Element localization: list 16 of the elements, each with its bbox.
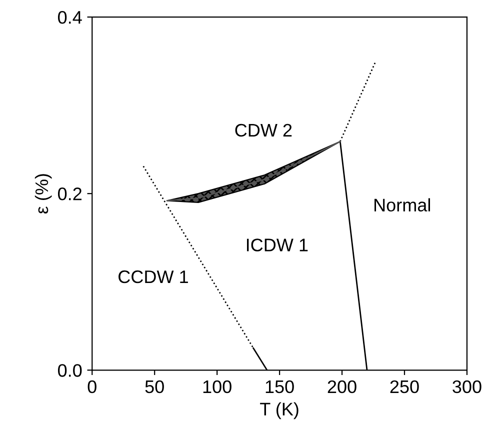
x-tick-label: 250 <box>390 380 419 394</box>
annotation: CDW 2 <box>235 124 292 137</box>
x-tick-label: 150 <box>266 380 294 394</box>
x-tick-label: 0 <box>88 380 96 394</box>
x-tick-label: 200 <box>328 380 356 394</box>
x-axis-title: T (K) <box>260 402 298 420</box>
annotation: ICDW 1 <box>246 238 308 252</box>
y-tick-label: 0.0 <box>58 364 82 377</box>
y-tick-label: 0.2 <box>58 188 82 200</box>
annotation: CCDW 1 <box>118 270 188 284</box>
y-tick-label: 0.4 <box>58 10 82 24</box>
x-tick-label: 100 <box>203 380 232 394</box>
annotation: Normal <box>374 198 430 212</box>
y-axis-title: ε (%) <box>34 174 52 214</box>
x-tick-label: 50 <box>145 380 164 394</box>
x-tick-label: 300 <box>452 380 482 394</box>
